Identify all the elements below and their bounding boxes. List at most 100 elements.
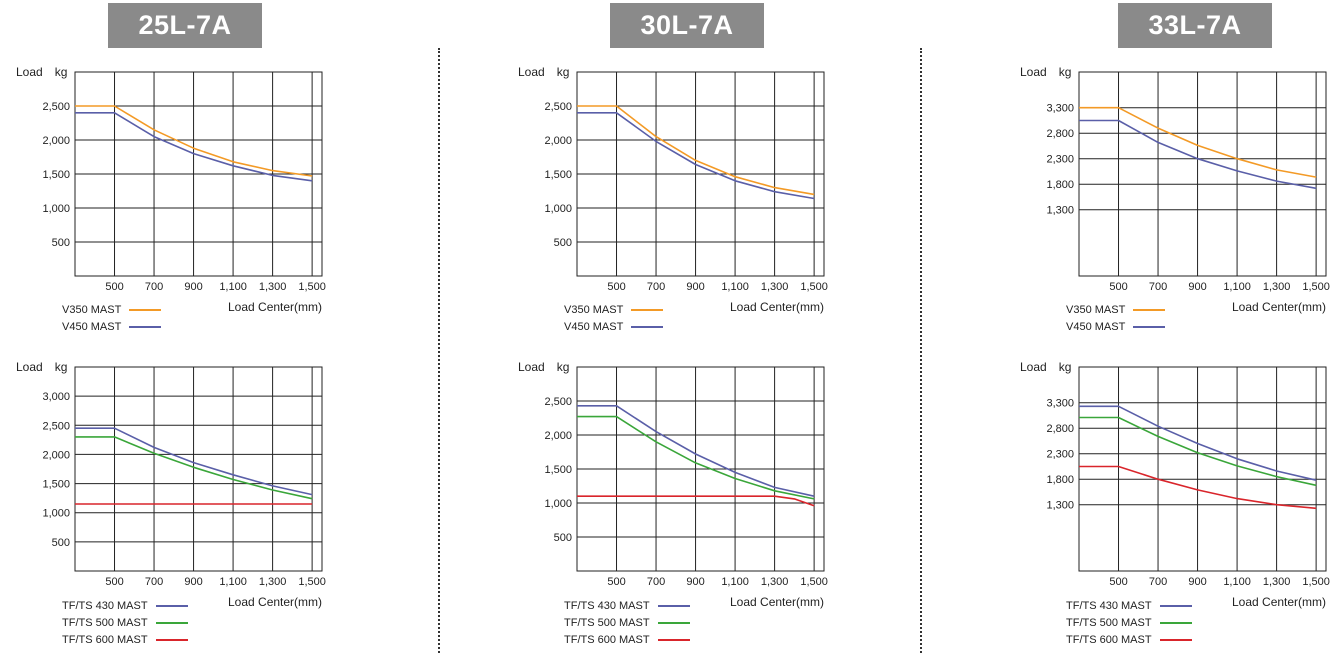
x-tick-label: 1,100 xyxy=(219,281,247,293)
x-tick-label: 500 xyxy=(1109,281,1127,293)
legend-33l-bottom: TF/TS 430 MAST TF/TS 500 MAST TF/TS 600 … xyxy=(1066,598,1192,649)
y-axis-label: Load kg xyxy=(1020,65,1071,79)
x-tick-label: 900 xyxy=(1188,576,1206,588)
legend-label: TF/TS 430 MAST xyxy=(1066,600,1152,612)
y-axis-label: Load kg xyxy=(16,65,67,79)
y-tick-label: 1,800 xyxy=(1046,474,1074,486)
y-tick-label: 1,500 xyxy=(42,479,70,491)
y-tick-label: 2,500 xyxy=(544,101,572,113)
model-title: 25L-7A xyxy=(108,3,262,48)
y-tick-label: 1,500 xyxy=(544,169,572,181)
legend-label: V350 MAST xyxy=(564,304,624,316)
legend-label: V450 MAST xyxy=(564,321,624,333)
x-tick-label: 1,500 xyxy=(298,281,326,293)
y-tick-label: 500 xyxy=(554,237,572,249)
x-tick-label: 900 xyxy=(686,576,704,588)
y-tick-label: 1,500 xyxy=(42,169,70,181)
dotted-divider xyxy=(438,48,440,653)
x-axis-label: Load Center(mm) xyxy=(228,300,323,314)
x-tick-label: 1,500 xyxy=(298,576,326,588)
y-tick-label: 1,000 xyxy=(42,203,70,215)
legend-item: V450 MAST xyxy=(1066,319,1166,336)
x-tick-label: 700 xyxy=(647,281,665,293)
y-tick-label: 2,000 xyxy=(42,449,70,461)
x-tick-label: 900 xyxy=(1188,281,1206,293)
x-tick-label: 1,300 xyxy=(259,576,287,588)
x-tick-label: 700 xyxy=(1149,281,1167,293)
load-chart-25l-top: Load kg 500 1,000 1,500 2,000 2,500 500 700 900 1… xyxy=(16,65,326,293)
y-tick-label: 2,300 xyxy=(1046,154,1074,166)
legend-swatch xyxy=(155,622,188,625)
x-tick-label: 1,300 xyxy=(761,576,789,588)
model-title: 33L-7A xyxy=(1118,3,1272,48)
y-tick-label: 2,500 xyxy=(544,396,572,408)
y-axis-label: Load kg xyxy=(518,360,569,374)
column-30l: 30L-7A Load kg 500 1,000 1,500 2,000 2,500 500… xyxy=(502,0,902,653)
legend-swatch xyxy=(657,605,690,608)
x-axis-label: Load Center(mm) xyxy=(1232,300,1327,314)
y-axis-label: Load kg xyxy=(16,360,67,374)
legend-swatch xyxy=(631,326,664,329)
y-tick-label: 3,300 xyxy=(1046,103,1074,115)
x-tick-label: 700 xyxy=(647,576,665,588)
x-tick-label: 900 xyxy=(686,281,704,293)
x-tick-label: 1,500 xyxy=(1302,576,1330,588)
y-tick-label: 1,000 xyxy=(544,203,572,215)
x-tick-label: 500 xyxy=(607,281,625,293)
x-tick-label: 900 xyxy=(184,576,202,588)
y-tick-label: 2,800 xyxy=(1046,423,1074,435)
y-tick-label: 1,000 xyxy=(544,498,572,510)
series-line xyxy=(1079,106,1317,178)
legend-item: TF/TS 600 MAST xyxy=(564,632,690,649)
legend-30l-bottom: TF/TS 430 MAST TF/TS 500 MAST TF/TS 600 … xyxy=(564,598,690,649)
x-axis-label: Load Center(mm) xyxy=(730,595,825,609)
y-tick-label: 500 xyxy=(52,237,70,249)
legend-swatch xyxy=(129,309,162,312)
plot-frame xyxy=(576,71,825,277)
x-tick-label: 700 xyxy=(1149,576,1167,588)
x-tick-label: 1,500 xyxy=(1302,281,1330,293)
x-axis-label: Load Center(mm) xyxy=(730,300,825,314)
plot-frame xyxy=(74,366,323,572)
plot-frame xyxy=(1078,71,1327,277)
series-line xyxy=(75,436,313,500)
y-tick-label: 3,300 xyxy=(1046,398,1074,410)
y-tick-label: 500 xyxy=(52,537,70,549)
y-tick-label: 2,000 xyxy=(544,430,572,442)
plot-frame xyxy=(74,71,323,277)
y-tick-label: 2,500 xyxy=(42,101,70,113)
x-tick-label: 500 xyxy=(1109,576,1127,588)
legend-item: V450 MAST xyxy=(564,319,664,336)
series-line xyxy=(1079,416,1317,487)
y-axis-label: Load kg xyxy=(1020,360,1071,374)
legend-25l-top: V350 MAST V450 MAST xyxy=(62,302,162,336)
load-chart-33l-bottom: Load kg 1,300 1,800 2,300 2,800 3,300 500 700 90… xyxy=(1020,360,1330,588)
x-axis-label: Load Center(mm) xyxy=(1232,595,1327,609)
y-tick-label: 3,000 xyxy=(42,391,70,403)
x-tick-label: 1,100 xyxy=(1223,576,1251,588)
load-chart-33l-top: Load kg 1,300 1,800 2,300 2,800 3,300 500 700 90… xyxy=(1020,65,1330,293)
load-chart-30l-top: Load kg 500 1,000 1,500 2,000 2,500 500 700 900 1… xyxy=(518,65,828,293)
legend-item: TF/TS 500 MAST xyxy=(564,615,690,632)
y-tick-label: 2,500 xyxy=(42,420,70,432)
column-33l: 33L-7A Load kg 1,300 1,800 2,300 2,800 3,300 5… xyxy=(1004,0,1332,653)
plot-frame xyxy=(1078,366,1327,572)
series-line xyxy=(75,111,313,182)
legend-item: TF/TS 600 MAST xyxy=(62,632,188,649)
x-tick-label: 900 xyxy=(184,281,202,293)
y-tick-label: 2,000 xyxy=(42,135,70,147)
legend-swatch xyxy=(657,639,690,642)
model-title: 30L-7A xyxy=(610,3,764,48)
series-line xyxy=(1079,405,1317,481)
y-tick-label: 1,300 xyxy=(1046,500,1074,512)
column-25l: 25L-7A Load kg 500 1,000 1,500 2,000 2,500 500… xyxy=(0,0,400,653)
legend-item: V350 MAST xyxy=(62,302,162,319)
legend-swatch xyxy=(1133,326,1166,329)
legend-swatch xyxy=(631,309,664,312)
legend-label: V450 MAST xyxy=(1066,321,1126,333)
series-line xyxy=(75,105,313,177)
y-tick-label: 1,300 xyxy=(1046,205,1074,217)
legend-swatch xyxy=(657,622,690,625)
x-tick-label: 500 xyxy=(105,576,123,588)
series-line xyxy=(577,495,815,507)
